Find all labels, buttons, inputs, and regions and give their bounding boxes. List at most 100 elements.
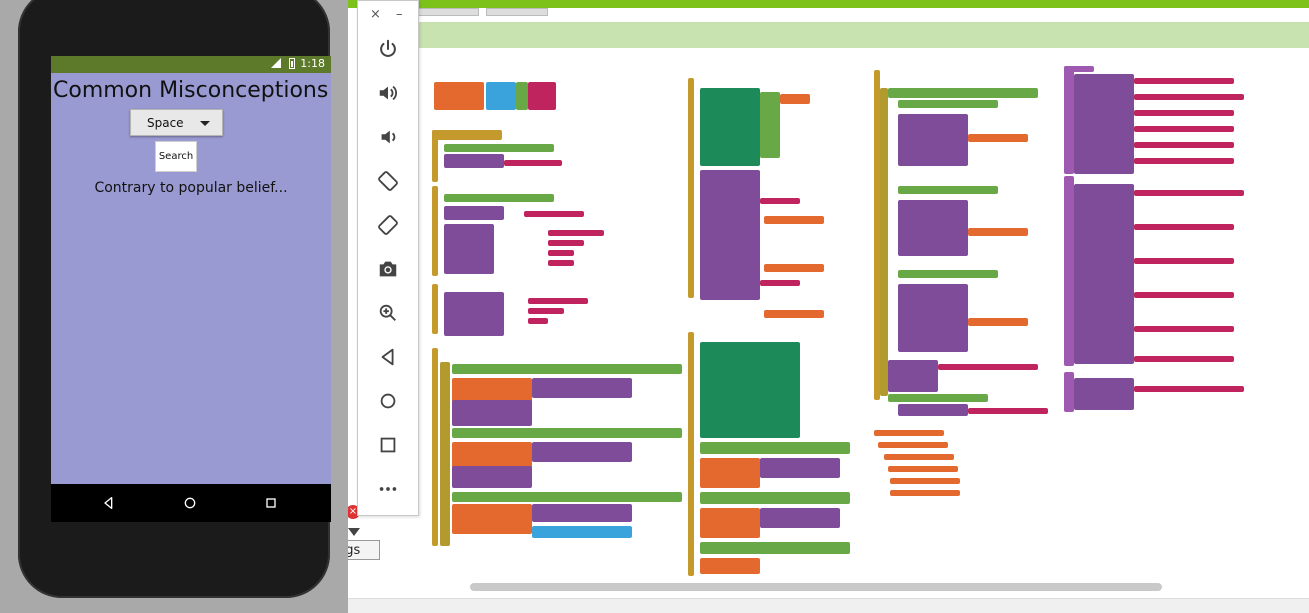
code-block[interactable] [1134,356,1234,362]
code-block[interactable] [898,100,998,108]
zoom-icon[interactable] [372,297,404,329]
code-block[interactable] [432,348,438,546]
code-block[interactable] [1134,224,1234,230]
code-block[interactable] [532,378,632,398]
code-block[interactable] [760,280,800,286]
volume-down-icon[interactable] [372,121,404,153]
code-block[interactable] [452,364,682,374]
code-block[interactable] [1134,78,1234,84]
code-block[interactable] [504,160,562,166]
code-block[interactable] [760,92,780,158]
code-block[interactable] [898,270,998,278]
code-block[interactable] [880,88,888,396]
code-block[interactable] [444,194,554,202]
code-block[interactable] [1134,110,1234,116]
nav-home-icon[interactable] [178,492,202,514]
code-block[interactable] [688,78,694,298]
code-block[interactable] [528,298,588,304]
code-block[interactable] [760,198,800,204]
nav-overview-icon[interactable] [259,492,283,514]
home-icon[interactable] [372,385,404,417]
code-block[interactable] [688,332,694,576]
code-block[interactable] [432,130,502,140]
code-block[interactable] [890,478,960,484]
code-block[interactable] [452,492,682,502]
code-block[interactable] [874,430,944,436]
code-block[interactable] [452,504,532,534]
code-block[interactable] [444,154,504,168]
code-block[interactable] [938,364,1038,370]
code-block[interactable] [890,490,960,496]
volume-up-icon[interactable] [372,77,404,109]
code-block[interactable] [1064,372,1074,412]
code-block[interactable] [548,240,584,246]
code-block[interactable] [700,170,760,300]
code-block[interactable] [780,94,810,104]
code-block[interactable] [1134,386,1244,392]
code-block[interactable] [452,466,532,488]
code-block[interactable] [1064,66,1074,174]
close-icon[interactable]: × [370,7,381,22]
code-block[interactable] [1134,258,1234,264]
code-block[interactable] [898,186,998,194]
rotate-left-icon[interactable] [372,165,404,197]
code-block[interactable] [968,228,1028,236]
code-block[interactable] [700,442,850,454]
back-icon[interactable] [372,341,404,373]
code-block[interactable] [548,260,574,266]
code-block[interactable] [968,318,1028,326]
code-block[interactable] [532,504,632,522]
code-block[interactable] [764,310,824,318]
code-block[interactable] [1074,184,1134,364]
code-block[interactable] [1134,126,1234,132]
code-block[interactable] [700,342,800,438]
code-block[interactable] [700,508,760,538]
code-block[interactable] [884,454,954,460]
code-block[interactable] [528,318,548,324]
code-block[interactable] [440,362,450,546]
code-block[interactable] [444,144,554,152]
code-block[interactable] [888,88,1038,98]
code-block[interactable] [432,130,438,182]
code-block[interactable] [700,542,850,554]
code-block[interactable] [874,70,880,400]
code-block[interactable] [968,134,1028,142]
code-block[interactable] [528,308,564,314]
code-block[interactable] [898,200,968,256]
code-block[interactable] [452,428,682,438]
code-block[interactable] [888,466,958,472]
code-block[interactable] [760,458,840,478]
code-block[interactable] [898,404,968,416]
code-block[interactable] [968,408,1048,414]
code-block[interactable] [1134,94,1244,100]
code-block[interactable] [1064,66,1094,72]
rotate-right-icon[interactable] [372,209,404,241]
search-button[interactable]: Search [155,141,197,172]
code-block[interactable] [444,206,504,220]
code-block[interactable] [760,508,840,528]
code-block[interactable] [532,442,632,462]
code-block[interactable] [444,292,504,336]
code-block[interactable] [432,186,438,276]
more-icon[interactable] [372,473,404,505]
code-block[interactable] [524,211,584,217]
code-block[interactable] [1134,292,1234,298]
editor-tab[interactable] [486,8,548,16]
code-block[interactable] [1074,378,1134,410]
code-block[interactable] [486,82,516,110]
code-block[interactable] [434,82,484,110]
code-block[interactable] [1134,158,1234,164]
code-block[interactable] [700,458,760,488]
code-block[interactable] [878,442,948,448]
blocks-workspace[interactable] [418,48,1309,613]
minimize-icon[interactable]: – [396,7,403,22]
code-block[interactable] [700,88,760,166]
code-block[interactable] [888,394,988,402]
category-spinner[interactable]: Space [130,109,223,136]
code-block[interactable] [528,82,556,110]
code-block[interactable] [898,284,968,352]
code-block[interactable] [1134,326,1234,332]
code-block[interactable] [764,264,824,272]
power-icon[interactable] [372,33,404,65]
code-block[interactable] [1064,176,1074,366]
